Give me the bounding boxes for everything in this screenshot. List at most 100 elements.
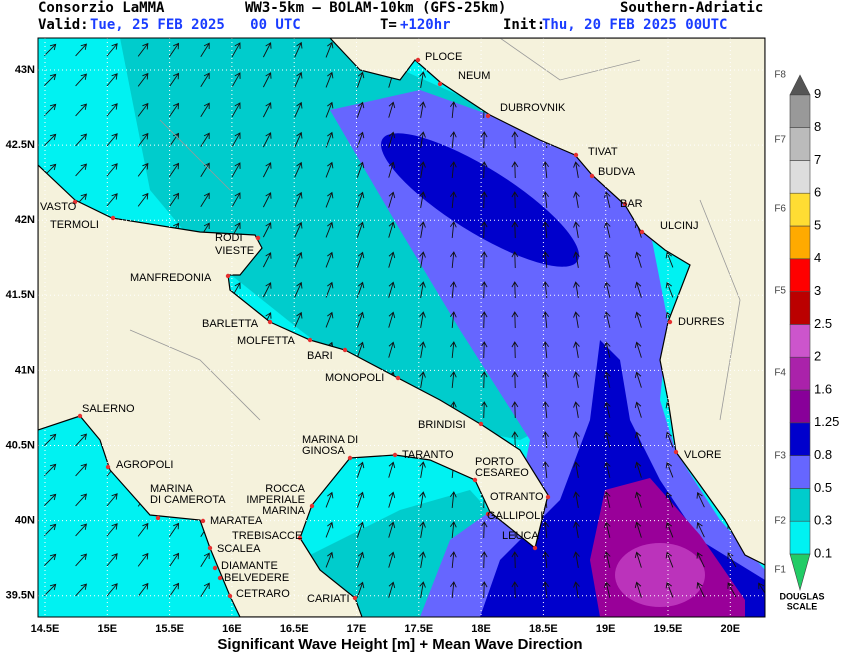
arrow: [325, 71, 334, 88]
city-dot: [545, 494, 551, 500]
arrow: [388, 551, 396, 568]
arrow: [325, 491, 334, 508]
city-label: VIESTE: [215, 245, 254, 257]
city-dot: [667, 319, 673, 325]
arrow: [75, 133, 87, 147]
city-label: MANFREDONIA: [130, 272, 212, 284]
city-label: SALERNO: [82, 403, 135, 415]
arrow: [480, 341, 488, 359]
arrow: [294, 221, 303, 238]
arrow: [356, 251, 365, 268]
arrow: [325, 251, 334, 268]
arrow: [573, 341, 580, 358]
douglas-label: F8: [774, 70, 786, 81]
arrow: [356, 221, 365, 238]
legend-low-arrow: [789, 553, 811, 592]
arrow: [480, 581, 488, 599]
arrow: [356, 461, 365, 478]
arrow: [419, 521, 426, 538]
arrow: [449, 131, 457, 149]
arrow: [294, 101, 303, 118]
legend-swatch: [789, 258, 811, 292]
arrow: [665, 551, 674, 568]
arrow: [231, 162, 241, 178]
arrow: [106, 43, 118, 57]
arrow: [419, 371, 426, 388]
arrow: [480, 281, 488, 299]
arrow: [200, 552, 210, 568]
arrow: [356, 71, 365, 88]
city-dot: [225, 273, 231, 279]
arrow: [511, 221, 519, 239]
arrow: [75, 463, 87, 477]
arrow: [511, 281, 519, 299]
arrow: [262, 132, 272, 148]
legend-level: 1.6: [814, 381, 832, 396]
city-dot: [485, 511, 491, 517]
city-label: BAR: [620, 198, 643, 210]
city-label: ROCCA: [265, 483, 305, 495]
arrow: [294, 161, 303, 178]
city-dot: [392, 452, 398, 458]
arrow: [449, 491, 457, 509]
arrow: [356, 161, 365, 178]
city-label: BARI: [307, 350, 333, 362]
arrow: [419, 491, 426, 508]
city-label: MONOPOLI: [325, 372, 384, 384]
arrow: [262, 102, 272, 118]
arrow: [449, 521, 457, 539]
arrow: [294, 191, 303, 208]
axes: 14.5E 15E 15.5E 16E 16.5E 17E 17.5E 18E 18.5E 19E…: [6, 64, 740, 635]
legend-level: 3: [814, 283, 821, 298]
city-dot: [478, 421, 484, 427]
valid-time: Tue, 25 FEB 2025 00 UTC: [90, 17, 301, 33]
arrow: [542, 161, 550, 179]
arrow: [696, 581, 705, 598]
arrow: [169, 582, 180, 597]
arrow: [231, 102, 241, 118]
arrow: [665, 521, 674, 538]
arrow: [603, 311, 611, 328]
arrow: [511, 551, 519, 569]
arrow: [137, 132, 149, 147]
org: Consorzio LaMMA: [38, 0, 165, 16]
lat-tick-label: 43N: [15, 64, 35, 76]
arrow: [75, 523, 87, 537]
arrow: [634, 251, 642, 268]
arrow: [665, 461, 674, 478]
arrow: [388, 191, 396, 208]
arrow: [603, 371, 611, 388]
arrow: [325, 221, 334, 238]
legend-level: 6: [814, 185, 821, 200]
arrow: [511, 191, 519, 209]
arrow: [231, 192, 241, 208]
legend-level: 0.1: [814, 545, 832, 560]
arrow: [356, 491, 365, 508]
arrow: [294, 281, 303, 298]
arrow: [573, 251, 580, 268]
city-label: BRINDISI: [418, 419, 466, 431]
city-dot: [485, 113, 491, 119]
arrow: [388, 491, 396, 508]
arrow: [542, 461, 550, 479]
arrow: [356, 341, 365, 358]
arrow: [231, 42, 241, 58]
legend-swatch: [789, 520, 811, 555]
arrow: [169, 552, 180, 567]
city-label: MARINA: [150, 483, 193, 495]
arrow: [573, 311, 580, 328]
city-dot: [673, 449, 679, 455]
city-dot: [105, 464, 111, 470]
arrow: [542, 221, 550, 239]
arrow: [419, 191, 426, 208]
arrow: [419, 131, 426, 148]
arrow: [325, 41, 334, 58]
arrow: [511, 251, 519, 269]
city-dot: [200, 518, 206, 524]
arrow: [665, 281, 674, 298]
arrow: [388, 251, 396, 268]
arrow: [262, 42, 272, 58]
city-label: MOLFETTA: [237, 335, 296, 347]
arrow: [603, 431, 611, 448]
city-label: CESAREO: [475, 467, 529, 479]
